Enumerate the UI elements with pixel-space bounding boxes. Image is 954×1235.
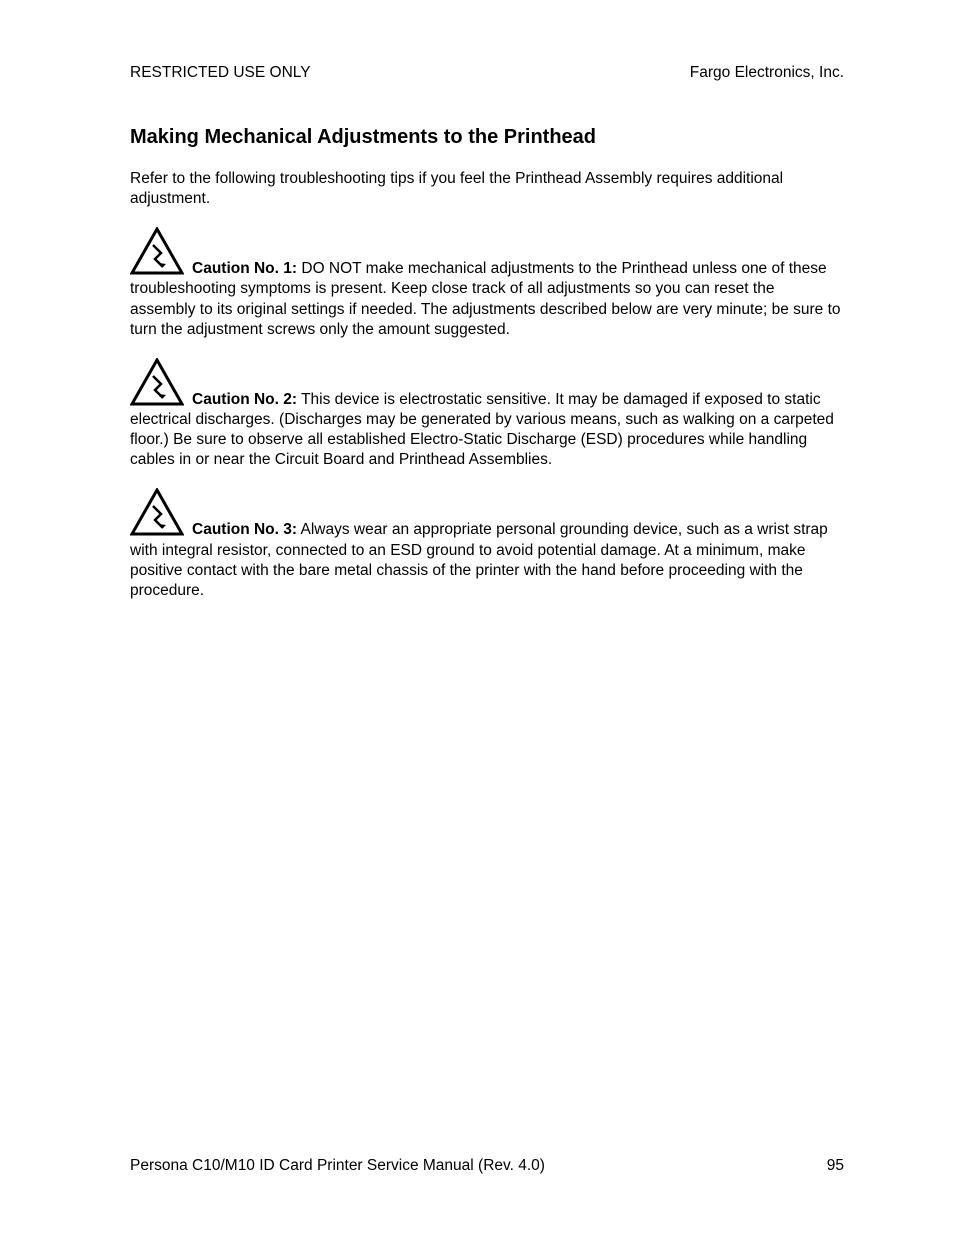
caution-label-3: Caution No. 3: (192, 521, 297, 538)
page-header: RESTRICTED USE ONLY Fargo Electronics, I… (130, 64, 844, 82)
warning-icon (130, 358, 184, 412)
caution-block-2: Caution No. 2: This device is electrosta… (130, 358, 844, 471)
caution-block-3: Caution No. 3: Always wear an appropriat… (130, 488, 844, 601)
caution-block-1: Caution No. 1: DO NOT make mechanical ad… (130, 227, 844, 340)
caution-label-1: Caution No. 1: (192, 260, 297, 277)
header-right: Fargo Electronics, Inc. (690, 64, 844, 82)
section-title: Making Mechanical Adjustments to the Pri… (130, 126, 844, 149)
document-page: RESTRICTED USE ONLY Fargo Electronics, I… (0, 0, 954, 1235)
intro-paragraph: Refer to the following troubleshooting t… (130, 169, 844, 209)
page-number: 95 (827, 1157, 844, 1175)
warning-icon (130, 227, 184, 281)
footer-left: Persona C10/M10 ID Card Printer Service … (130, 1157, 545, 1175)
caution-label-2: Caution No. 2: (192, 391, 297, 408)
warning-icon (130, 488, 184, 542)
page-footer: Persona C10/M10 ID Card Printer Service … (130, 1157, 844, 1175)
header-left: RESTRICTED USE ONLY (130, 64, 311, 82)
